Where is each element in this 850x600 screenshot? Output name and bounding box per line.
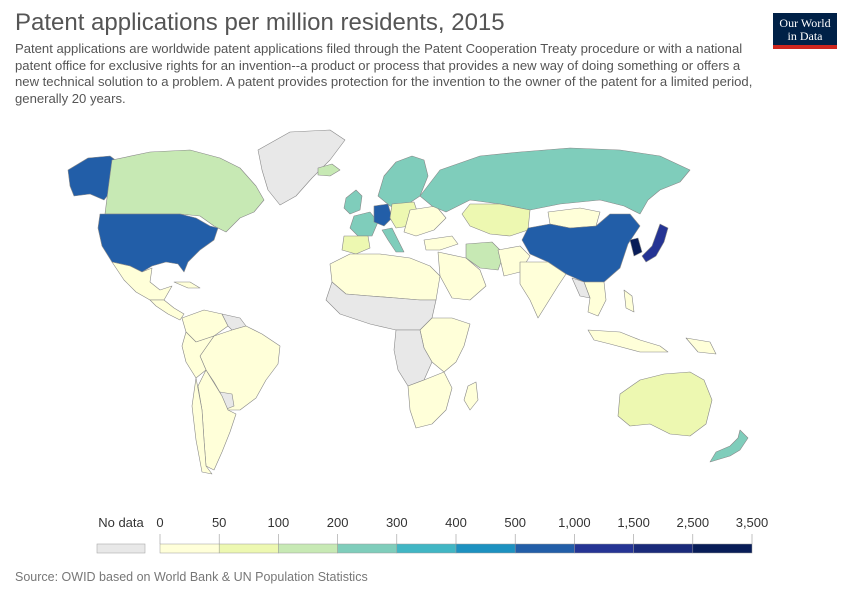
chart-subtitle: Patent applications are worldwide patent… xyxy=(15,41,755,107)
source-note: Source: OWID based on World Bank & UN Po… xyxy=(15,570,368,584)
region-eastern-europe[interactable] xyxy=(404,206,446,236)
legend-swatch-5[interactable] xyxy=(456,544,515,553)
legend-swatch-3[interactable] xyxy=(338,544,397,553)
region-scandinavia[interactable] xyxy=(378,156,428,208)
legend-swatch-6[interactable] xyxy=(515,544,574,553)
country-india[interactable] xyxy=(520,262,566,318)
country-papua-new-guinea[interactable] xyxy=(686,338,716,354)
legend-tick-label-6: 500 xyxy=(504,515,526,530)
legend-tick-label-8: 1,500 xyxy=(617,515,650,530)
legend-swatch-7[interactable] xyxy=(574,544,633,553)
world-map[interactable] xyxy=(0,100,850,480)
country-kazakhstan[interactable] xyxy=(462,204,530,236)
legend-swatch-9[interactable] xyxy=(693,544,752,553)
country-russia[interactable] xyxy=(420,148,690,214)
color-legend: No data 0 50 100 200 300 400 500 1,000 1,500 2,500… xyxy=(0,505,850,565)
country-indonesia[interactable] xyxy=(588,330,668,352)
legend-tick-label-1: 50 xyxy=(212,515,226,530)
country-turkey[interactable] xyxy=(424,236,458,250)
legend-tick-label-5: 400 xyxy=(445,515,467,530)
country-madagascar[interactable] xyxy=(464,382,478,410)
legend-no-data-swatch[interactable] xyxy=(97,544,145,553)
legend-swatch-0[interactable] xyxy=(160,544,219,553)
legend-no-data-label: No data xyxy=(98,515,144,530)
legend-swatch-8[interactable] xyxy=(634,544,693,553)
legend-tick-label-7: 1,000 xyxy=(558,515,591,530)
legend-swatch-2[interactable] xyxy=(278,544,337,553)
country-italy[interactable] xyxy=(382,228,404,252)
country-philippines[interactable] xyxy=(624,290,634,312)
legend-tick-label-3: 200 xyxy=(327,515,349,530)
country-cuba[interactable] xyxy=(174,282,200,288)
owid-logo[interactable]: Our World in Data xyxy=(773,13,837,49)
legend-tick-label-2: 100 xyxy=(268,515,290,530)
country-germany[interactable] xyxy=(374,204,392,226)
country-australia[interactable] xyxy=(618,372,712,436)
country-japan[interactable] xyxy=(642,224,668,262)
legend-tick-label-4: 300 xyxy=(386,515,408,530)
region-central-america[interactable] xyxy=(150,300,184,320)
legend-tick-label-9: 2,500 xyxy=(677,515,710,530)
country-new-zealand[interactable] xyxy=(710,430,748,462)
logo-line-2: in Data xyxy=(773,30,837,43)
legend-tick-label-0: 0 xyxy=(156,515,163,530)
legend-swatch-1[interactable] xyxy=(219,544,278,553)
country-uk[interactable] xyxy=(344,190,362,214)
region-north-africa[interactable] xyxy=(330,254,440,300)
country-south-korea[interactable] xyxy=(630,238,642,256)
legend-swatch-4[interactable] xyxy=(397,544,456,553)
region-southeast-asia[interactable] xyxy=(584,282,606,316)
legend-tick-label-10: 3,500 xyxy=(736,515,769,530)
chart-title: Patent applications per million resident… xyxy=(15,8,755,38)
country-spain[interactable] xyxy=(342,236,370,254)
